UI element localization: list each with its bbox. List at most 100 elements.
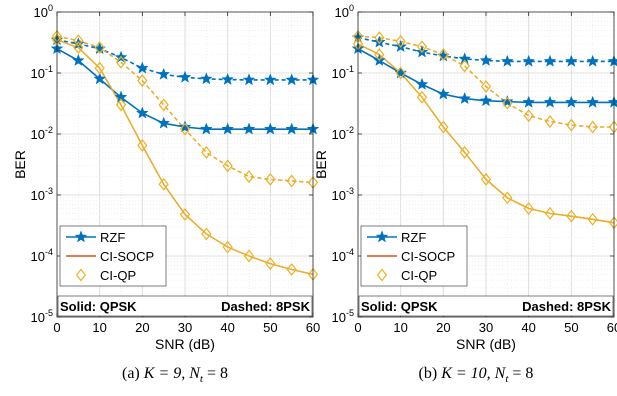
legend-star-marker <box>74 230 88 243</box>
y-tick-label: 100 <box>335 3 354 20</box>
data-point-star <box>479 94 493 107</box>
data-point-star <box>178 70 192 83</box>
legend-diamond-marker <box>75 268 87 282</box>
data-point-star <box>135 106 149 119</box>
data-point-diamond <box>566 209 577 223</box>
data-point-diamond <box>544 115 556 129</box>
data-point-star <box>564 54 578 67</box>
data-point-diamond <box>179 122 191 136</box>
data-point-diamond <box>115 98 127 112</box>
x-tick-label: 0 <box>53 320 60 335</box>
data-point-diamond <box>523 202 534 215</box>
y-tick-label: 10-4 <box>332 247 354 264</box>
data-point-diamond <box>243 170 255 184</box>
data-point-diamond <box>395 66 406 80</box>
style-note: Solid: QPSK Dashed: 8PSK <box>57 295 313 317</box>
data-point-diamond <box>566 118 577 132</box>
figure-caption: (a) K = 9, Nt = 8 <box>122 365 228 385</box>
data-point-star <box>586 54 600 67</box>
series-line-ci-qp-qpsk <box>56 39 314 276</box>
chart-panel-a: 0 10 20 30 40 50 60 10-5 10-4 10-3 10-2 10-1 100 SNR … <box>12 3 320 385</box>
style-note-box <box>358 295 614 317</box>
data-point-diamond <box>395 34 406 48</box>
style-note-solid: Solid: QPSK <box>60 299 137 314</box>
data-point-diamond <box>201 227 212 241</box>
data-point-star <box>522 54 536 67</box>
y-tick-label: 10-2 <box>31 125 53 142</box>
data-point-star <box>221 122 235 135</box>
legend-star-marker <box>375 230 389 243</box>
legend-entry-label: CI-SOCP <box>100 249 154 264</box>
style-note: Solid: QPSK Dashed: 8PSK <box>358 295 614 317</box>
data-point-diamond <box>265 257 276 271</box>
data-point-star <box>479 53 493 66</box>
x-tick-label: 20 <box>135 320 149 335</box>
data-point-diamond <box>115 55 127 69</box>
data-point-star <box>242 73 256 86</box>
y-axis-label: BER <box>12 150 28 179</box>
x-axis-label: SNR (dB) <box>456 336 516 352</box>
data-point-diamond <box>179 207 191 221</box>
legend-entry-label: CI-QP <box>100 268 136 283</box>
data-point-star <box>263 73 277 86</box>
data-point-star <box>263 122 277 135</box>
data-point-star <box>436 87 450 100</box>
data-point-diamond <box>587 120 598 134</box>
x-tick-label: 30 <box>178 320 192 335</box>
data-point-diamond <box>459 145 470 159</box>
data-point-diamond <box>137 74 148 88</box>
data-point-star <box>522 95 536 108</box>
data-point-star <box>221 72 235 85</box>
data-point-star <box>543 54 557 67</box>
y-axis-label: BER <box>313 150 329 179</box>
data-point-star <box>564 95 578 108</box>
data-point-diamond <box>523 109 534 123</box>
data-point-diamond <box>438 48 449 62</box>
data-point-star <box>178 120 192 133</box>
series-group <box>351 29 617 230</box>
y-tick-label: 10-2 <box>332 125 354 142</box>
data-point-diamond <box>73 41 84 55</box>
x-tick-label: 10 <box>92 320 106 335</box>
legend-diamond-marker <box>376 268 388 282</box>
data-point-star <box>93 72 107 85</box>
data-point-star <box>199 72 213 85</box>
x-tick-label: 50 <box>263 320 277 335</box>
x-tick-label: 40 <box>220 320 234 335</box>
y-tick-label: 10-1 <box>332 64 354 81</box>
legend-entry-label: RZF <box>100 230 125 245</box>
ticks: 0 10 20 30 40 50 60 10-5 10-4 10-3 10-2 10-1 100 <box>332 3 617 335</box>
x-tick-label: 50 <box>564 320 578 335</box>
data-point-diamond <box>243 249 255 263</box>
data-point-diamond <box>544 206 556 220</box>
data-point-diamond <box>286 174 297 188</box>
data-point-star <box>372 35 386 48</box>
data-point-diamond <box>94 61 105 75</box>
data-point-star <box>242 122 256 135</box>
data-point-star <box>586 95 600 108</box>
data-point-star <box>285 73 299 86</box>
y-tick-label: 10-5 <box>332 308 354 325</box>
data-point-diamond <box>137 138 148 152</box>
figure-caption: (b) K = 10, Nt = 8 <box>419 365 534 385</box>
x-tick-label: 30 <box>479 320 493 335</box>
data-point-diamond <box>374 48 385 62</box>
x-tick-label: 10 <box>393 320 407 335</box>
data-point-diamond <box>480 80 492 93</box>
legend-entry-label: CI-SOCP <box>401 249 455 264</box>
data-point-star <box>199 122 213 135</box>
series-markers-rzf-qpsk <box>351 41 617 108</box>
data-point-star <box>157 116 171 129</box>
data-point-diamond <box>73 34 84 48</box>
data-point-star <box>500 94 514 107</box>
y-tick-label: 100 <box>34 3 53 20</box>
data-point-diamond <box>265 172 276 186</box>
data-point-diamond <box>416 40 428 54</box>
data-point-star <box>135 61 149 74</box>
data-point-star <box>458 91 472 105</box>
legend-entry-label: CI-QP <box>401 268 437 283</box>
data-point-diamond <box>94 41 105 55</box>
data-point-star <box>285 122 299 135</box>
data-point-star <box>500 54 514 67</box>
legend: RZF CI-SOCP CI-QP <box>59 225 167 287</box>
